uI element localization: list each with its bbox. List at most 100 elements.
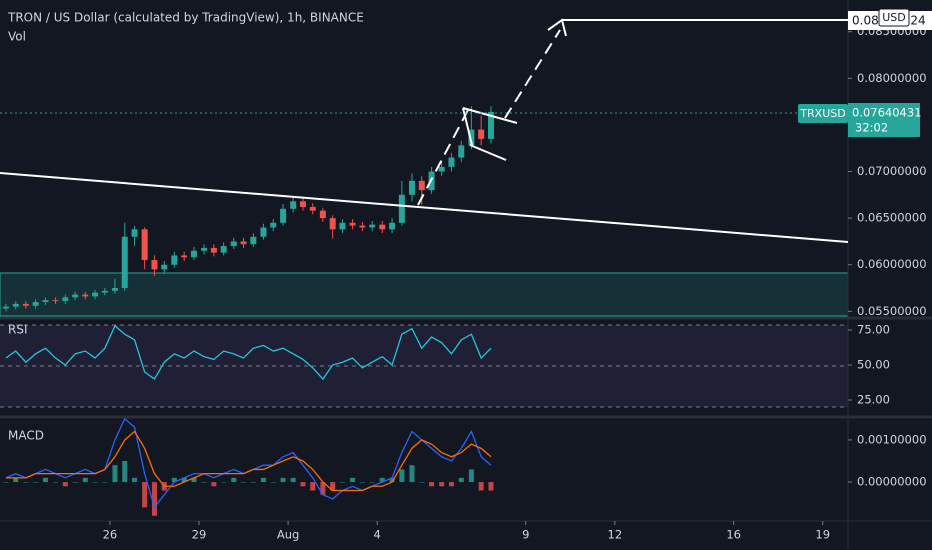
y-tick-label: 0.07000000	[857, 164, 927, 178]
candle-body	[359, 225, 366, 228]
flag-line	[462, 107, 518, 124]
histogram-bar	[339, 482, 345, 483]
candle-body	[190, 250, 197, 258]
symbol: TRXUSD	[799, 107, 845, 120]
x-tick-label: 26	[103, 528, 118, 542]
candle-body	[32, 302, 39, 306]
x-tick-label: 9	[522, 528, 529, 542]
histogram-bar	[42, 477, 48, 483]
candle-body	[299, 201, 306, 207]
y-tick-label: 0.06000000	[857, 257, 927, 271]
histogram-bar	[369, 482, 375, 483]
histogram-bar	[33, 482, 39, 483]
histogram-bar	[439, 482, 445, 487]
histogram-bar	[310, 482, 316, 491]
flag-line	[462, 107, 473, 146]
candle-body	[12, 303, 19, 307]
histogram-bar	[231, 477, 237, 483]
histogram-bar	[23, 482, 29, 483]
candle-body	[270, 222, 277, 228]
candle-body	[201, 247, 208, 251]
histogram-bar	[389, 477, 395, 483]
chart-title: TRON / US Dollar (calculated by TradingV…	[7, 11, 364, 25]
last-price: 0.07640431	[852, 106, 922, 120]
drawings	[0, 18, 849, 243]
histogram-bar	[250, 482, 256, 483]
histogram-bar	[181, 477, 187, 483]
candle-body	[339, 222, 346, 230]
histogram-bar	[478, 482, 484, 491]
candle-body	[131, 229, 138, 237]
trend-line	[0, 172, 849, 243]
x-tick-label: 19	[815, 528, 830, 542]
symbol-box	[798, 104, 848, 123]
candle-body	[161, 264, 168, 270]
line-series	[5, 324, 492, 381]
candle-body	[92, 292, 99, 297]
candle-body	[101, 290, 108, 293]
candle-body	[487, 111, 494, 139]
candle-body	[458, 145, 465, 158]
candle-body	[220, 246, 227, 253]
x-tick-label: 12	[608, 528, 623, 542]
histogram-bar	[429, 482, 435, 487]
candle-body	[240, 241, 247, 245]
candle-body	[121, 236, 128, 289]
histogram-bar	[260, 477, 266, 483]
histogram-bar	[122, 460, 128, 483]
histogram-bar	[359, 482, 365, 483]
x-tick-label: 29	[192, 528, 207, 542]
x-tick-label: Aug	[277, 528, 299, 542]
y-tick-label: 0.06500000	[857, 211, 927, 225]
candle-body	[260, 227, 267, 237]
candle-body	[22, 303, 29, 306]
candle-body	[398, 194, 405, 223]
currency: USD	[882, 11, 906, 24]
axes: 0.085000000.080000000.070000000.06500000…	[103, 24, 927, 541]
candle-body	[369, 224, 376, 228]
rsi-title: RSI	[8, 323, 28, 337]
last-price-box	[848, 103, 920, 137]
histogram-bar	[151, 482, 157, 516]
candle-body	[141, 229, 148, 261]
candle-body	[329, 218, 336, 230]
candle-body	[379, 224, 386, 230]
countdown: 32:02	[855, 121, 888, 135]
y-tick-label: 0.00000000	[857, 475, 927, 489]
histogram-bar	[290, 477, 296, 483]
candle-body	[2, 306, 9, 309]
currency-box	[878, 8, 910, 27]
histogram-bar	[72, 482, 78, 483]
histogram-bar	[132, 477, 138, 483]
histogram-bar	[468, 469, 474, 483]
histogram-bar	[379, 477, 385, 483]
histogram-bar	[171, 477, 177, 483]
histogram-bar	[142, 482, 148, 508]
candle-body	[210, 247, 217, 253]
histogram-bar	[458, 477, 464, 483]
candle-body	[349, 222, 356, 226]
histogram-bar	[399, 469, 405, 483]
histogram-bar	[280, 477, 286, 483]
histogram-bar	[211, 482, 217, 487]
candle-body	[111, 288, 118, 291]
y-tick-label: 0.00100000	[857, 432, 927, 446]
histogram-bar	[191, 477, 197, 483]
histogram-bar	[201, 482, 207, 483]
candle-body	[62, 297, 69, 302]
projection-line	[504, 29, 561, 119]
volume-area	[0, 272, 849, 317]
histogram-bar	[350, 477, 356, 483]
candle-body	[171, 255, 178, 265]
candle-body	[72, 294, 79, 298]
histogram-bar	[92, 482, 98, 483]
y-tick-label: 50.00	[857, 358, 890, 372]
candle-body	[448, 157, 455, 167]
histogram-bar	[448, 482, 454, 487]
candle-body	[250, 236, 257, 245]
histogram-bar	[409, 465, 415, 483]
y-tick-label: 75.00	[857, 323, 890, 337]
histogram-bar	[320, 482, 326, 495]
histogram-bar	[330, 482, 336, 491]
